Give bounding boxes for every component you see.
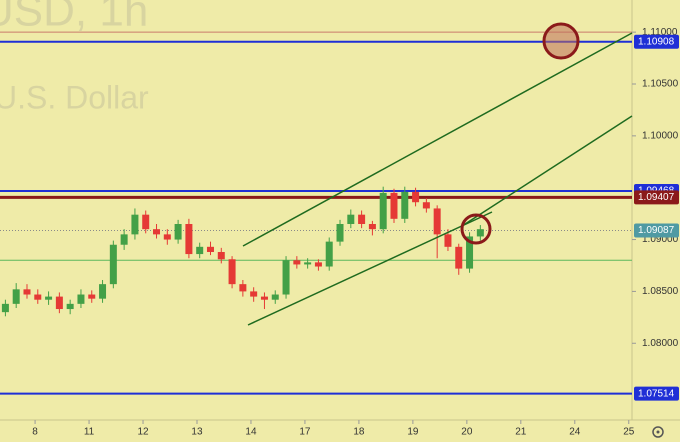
x-tick-label: 21 [515,427,527,438]
price-level-label: 1.07514 [638,388,675,399]
x-tick-label: 8 [32,427,38,438]
watermark-subtitle: U.S. Dollar [0,79,149,115]
candle-body [271,294,279,300]
candle-body [444,234,452,247]
candle-body [23,289,31,295]
candle-body [476,229,484,237]
candle-body [412,191,420,203]
candle-body [77,294,85,304]
candle-body [45,296,53,300]
candle-body [358,214,366,224]
y-tick-label: 1.11000 [642,27,678,38]
candle-body [55,296,63,310]
candle-body [88,294,96,299]
marker-circle [460,213,492,245]
price-level-label-bg [634,223,679,238]
x-tick-label: 12 [137,427,149,438]
candle-body [466,236,474,269]
x-tick-label: 13 [191,427,203,438]
trend-line [461,115,633,227]
candle-body [239,284,247,292]
x-tick-label: 17 [299,427,311,438]
y-tick-label: 1.08000 [642,338,679,349]
x-tick-label: 11 [84,427,95,438]
candle-body [153,229,161,235]
y-tick-label: 1.10000 [642,130,679,141]
candle-body [120,234,128,245]
candle-body [174,224,182,240]
candle-body [131,214,139,235]
candle-body [293,260,301,265]
candle-body [390,192,398,219]
candle-body [282,260,290,295]
watermark: USD, 1h [0,0,148,36]
candle-body [109,244,117,285]
candle-body [34,294,42,300]
candle-body [196,246,204,255]
trend-line [247,211,493,326]
candle-body [433,208,441,235]
settings-button[interactable] [652,426,664,438]
candle-body [314,262,322,267]
candle-body [368,224,376,230]
x-tick-label: 18 [353,427,365,438]
candle-body [422,202,430,209]
candle-body [1,303,9,313]
candle-body [336,224,344,242]
candle-body [99,284,107,299]
candle-body [250,291,258,297]
x-tick-label: 14 [245,427,257,438]
x-tick-label: 19 [407,427,419,438]
x-tick-label: 25 [623,427,635,438]
price-level-label-bg [634,34,679,49]
candle-body [228,259,236,285]
y-tick-label: 1.10500 [642,79,679,90]
marker-circle [542,22,580,60]
candle-body [12,289,20,304]
candle-body [379,192,387,230]
price-level-label: 1.10908 [638,36,675,47]
plot [0,31,632,395]
price-level-label-bg [634,190,679,205]
candle-body [217,252,225,260]
candle-body [325,241,333,267]
candle-body [455,246,463,269]
x-tick-label: 24 [569,427,581,438]
drawings [242,32,633,326]
candle-body [347,214,355,224]
trend-line [242,32,633,247]
candle-body [260,296,268,300]
price-level-label: 1.09407 [638,192,675,203]
candle-body [66,303,74,310]
y-tick-label: 1.08500 [642,286,679,297]
x-tick-label: 20 [461,427,473,438]
candle-body [142,214,150,230]
candle-body [206,246,214,252]
settings-icon-dot [656,430,660,434]
candle-body [401,191,409,219]
y-tick-label: 1.09000 [642,234,679,245]
candle-body [163,234,171,240]
price-level-label-bg [634,386,679,401]
settings-icon[interactable] [652,426,664,438]
candle-body [185,224,193,255]
candle-body [304,262,312,265]
price-level-label: 1.09087 [638,225,675,236]
